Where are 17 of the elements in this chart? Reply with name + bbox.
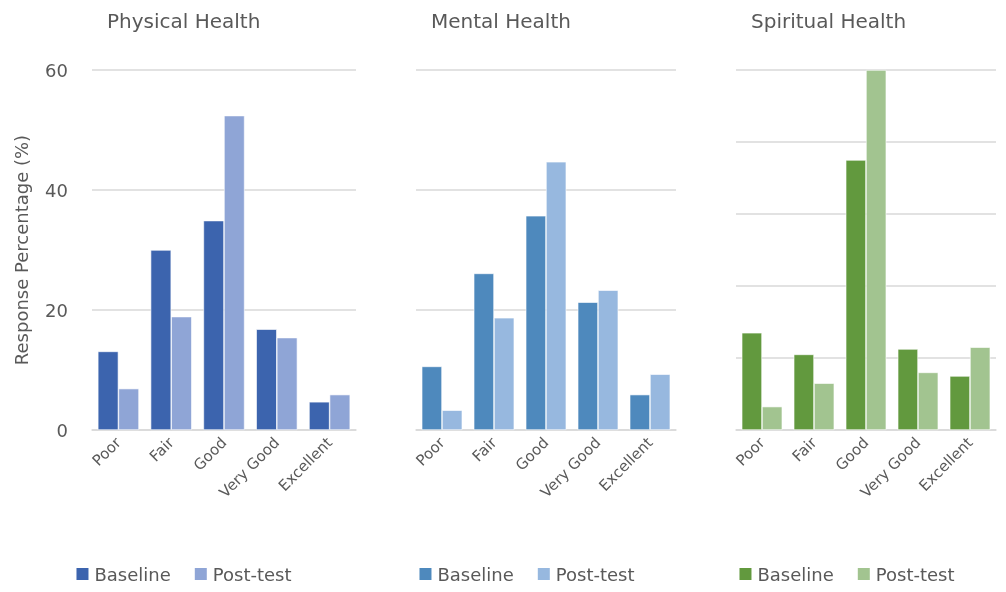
legend-label: Baseline xyxy=(437,563,514,585)
legend-label: Post-test xyxy=(555,563,635,585)
y-axis-title: Response Percentage (%) xyxy=(10,134,32,366)
legend-label: Baseline xyxy=(757,563,834,585)
y-tick-label: 20 xyxy=(45,299,68,321)
legend-label: Baseline xyxy=(94,563,171,585)
y-tick-label: 40 xyxy=(45,179,68,201)
y-tick-label: 0 xyxy=(56,419,68,441)
chart-title: Physical Health xyxy=(107,9,261,33)
x-tick-label: Fair xyxy=(145,433,179,466)
x-tick-label: Fair xyxy=(788,433,821,466)
legend-label: Post-test xyxy=(212,563,292,585)
chart-title: Mental Health xyxy=(431,9,571,33)
y-tick-label: 60 xyxy=(45,59,68,81)
chart-title: Spiritual Health xyxy=(751,9,907,33)
x-tick-label: Fair xyxy=(468,433,501,466)
legend-label: Post-test xyxy=(875,563,955,585)
